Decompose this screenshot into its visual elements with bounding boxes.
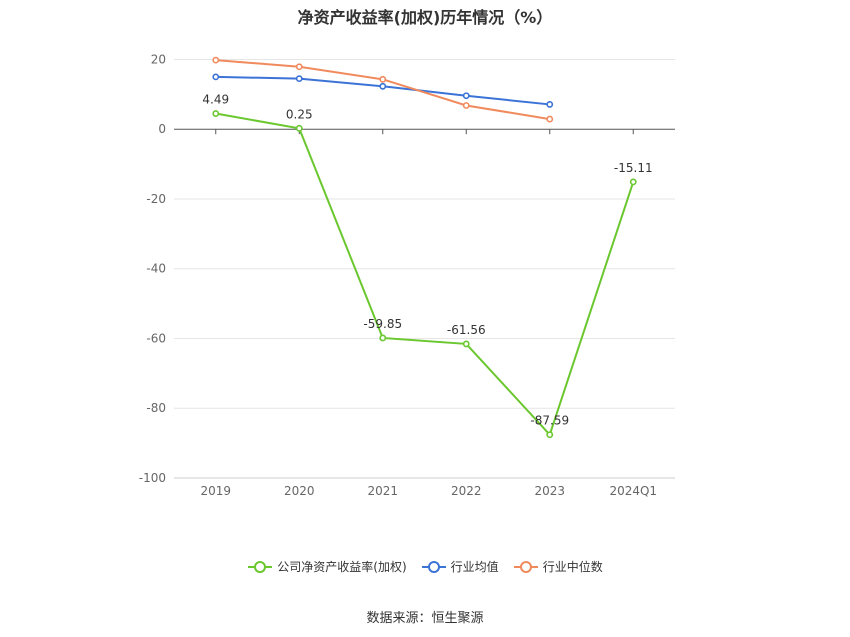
data-point: [379, 334, 387, 342]
legend-line-icon: [513, 560, 538, 573]
grid-lines: [174, 58, 675, 479]
data-point: [546, 115, 554, 123]
legend-dot: [427, 560, 440, 573]
data-point: [462, 92, 470, 100]
x-tick-label: 2020: [284, 484, 315, 498]
data-point: [462, 102, 470, 109]
y-tick-label: -40: [146, 262, 166, 276]
y-tick-label: -60: [146, 331, 166, 345]
y-tick-label: -100: [139, 471, 166, 485]
data-point: [379, 75, 387, 83]
y-tick-label: -80: [146, 401, 166, 415]
y-tick-label: 20: [151, 52, 166, 66]
line-chart: 20 0 -20 -40 -60 -80 -100 2019 2020 2021 2022 2023 2…: [139, 52, 675, 498]
x-tick-label: 2022: [451, 484, 482, 498]
data-point: [212, 56, 220, 64]
y-tick-label: 0: [158, 122, 166, 136]
legend-label: 行业均值: [450, 560, 499, 574]
data-label: 0.25: [286, 107, 313, 121]
legend-label: 公司净资产收益率(加权): [277, 560, 407, 574]
data-labels: 4.49 0.25 -59.85 -61.56 -87.59 -15.11: [202, 93, 652, 428]
data-point: [295, 124, 303, 132]
y-tick-label: -20: [146, 192, 166, 206]
series-line: [215, 112, 635, 437]
data-point: [546, 101, 554, 108]
data-point: [212, 73, 220, 81]
data-point: [629, 178, 637, 186]
data-point: [546, 431, 554, 439]
data-point: [462, 340, 470, 348]
x-tick-label: 2023: [534, 484, 565, 498]
data-point: [212, 110, 220, 117]
data-label: 4.49: [202, 93, 229, 107]
x-tick-label: 2019: [200, 484, 231, 498]
data-label: -61.56: [447, 323, 486, 337]
data-label: -87.59: [530, 414, 569, 428]
x-tick-label: 2024Q1: [609, 484, 657, 498]
data-point: [379, 82, 387, 90]
data-point: [295, 63, 303, 71]
data-label: -15.11: [614, 161, 653, 175]
data-source: 数据来源：恒生聚源: [366, 611, 484, 626]
series-lines: [212, 56, 637, 439]
data-point: [295, 75, 303, 83]
legend-item[interactable]: 公司净资产收益率(加权): [247, 558, 407, 575]
legend-dot: [519, 560, 532, 573]
legend-label: 行业中位数: [542, 560, 603, 574]
legend-item[interactable]: 行业均值: [421, 558, 499, 575]
legend-line-icon: [421, 560, 446, 573]
data-label: -59.85: [363, 317, 402, 331]
axes: 20 0 -20 -40 -60 -80 -100 2019 2020 2021 2022 2023 2…: [139, 52, 675, 498]
x-tick-label: 2021: [367, 484, 398, 498]
legend: 公司净资产收益率(加权) 行业均值 行业中位数: [0, 558, 850, 575]
legend-line-icon: [248, 560, 273, 573]
legend-dot: [254, 560, 267, 573]
legend-item[interactable]: 行业中位数: [513, 558, 603, 575]
chart-title: 净资产收益率(加权)历年情况（%）: [297, 8, 553, 27]
